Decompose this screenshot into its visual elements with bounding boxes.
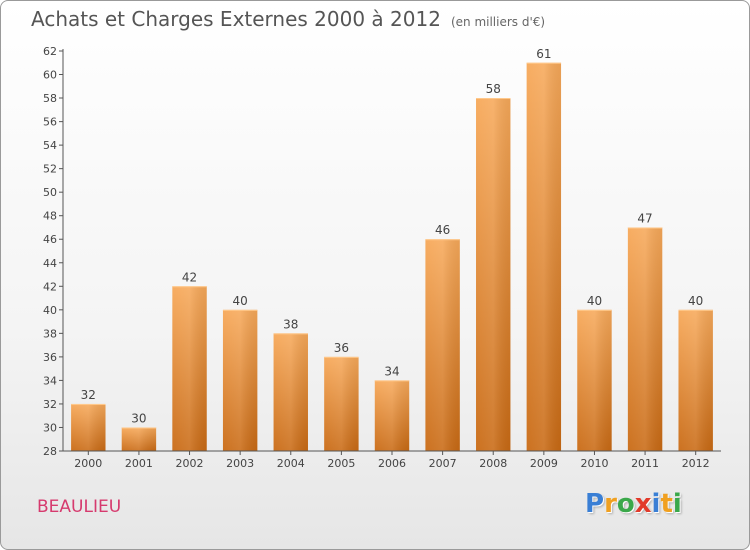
logo-letter: i — [651, 489, 661, 519]
bar-shine — [324, 356, 359, 451]
chart-subtitle: (en milliers d'€) — [450, 15, 546, 29]
bar-value-label: 42 — [182, 270, 197, 284]
x-tick-label: 2010 — [580, 457, 608, 470]
y-tick-label: 38 — [43, 327, 57, 340]
bars: 32 30 42 40 38 36 34 46 58 61 40 47 40 — [71, 47, 713, 451]
y-tick-label: 52 — [43, 163, 57, 176]
bar-value-label: 38 — [283, 317, 298, 331]
y-tick-label: 50 — [43, 186, 57, 199]
x-tick-label: 2003 — [226, 457, 254, 470]
y-tick-label: 34 — [43, 374, 57, 387]
y-axis: 28 30 32 34 36 38 40 42 44 46 48 50 52 54 56 58 60 62 — [43, 45, 64, 458]
y-tick-label: 54 — [43, 139, 57, 152]
bar-shine — [627, 227, 663, 451]
x-axis: 2000 2001 2002 2003 2004 2005 2006 2007 2008 2009… — [63, 450, 721, 470]
bar-value-label: 32 — [81, 388, 96, 402]
x-tick-label: 2006 — [378, 457, 406, 470]
y-tick-label: 56 — [43, 116, 57, 129]
y-tick-label: 36 — [43, 351, 57, 364]
bar-shine — [577, 309, 612, 451]
chart-title-text: Achats et Charges Externes 2000 à 2012 — [31, 7, 441, 31]
y-tick-label: 44 — [43, 257, 57, 270]
logo-letter: r — [604, 489, 617, 519]
bar-value-label: 40 — [688, 294, 703, 308]
x-tick-label: 2011 — [631, 457, 659, 470]
y-tick-label: 46 — [43, 233, 57, 246]
y-tick-label: 32 — [43, 398, 57, 411]
bar-shine — [121, 427, 157, 451]
bar-value-label: 47 — [637, 211, 652, 225]
x-tick-label: 2005 — [327, 457, 355, 470]
proxiti-logo: Proxiti — [585, 489, 682, 519]
logo-letter: t — [660, 489, 673, 519]
bar-shine — [273, 333, 308, 451]
town-name: BEAULIEU — [37, 497, 122, 517]
logo-letter: o — [616, 489, 635, 519]
bar-value-label: 46 — [435, 223, 450, 237]
x-tick-label: 2008 — [479, 457, 507, 470]
bar-shine — [526, 62, 562, 451]
bar-shine — [425, 239, 460, 451]
y-tick-label: 48 — [43, 210, 57, 223]
bar-shine — [71, 403, 106, 451]
bar-shine — [374, 380, 410, 451]
x-tick-label: 2004 — [277, 457, 305, 470]
y-tick-label: 40 — [43, 304, 57, 317]
logo-letter: i — [672, 489, 682, 519]
bar-shine — [222, 309, 258, 451]
bar-value-label: 34 — [384, 364, 399, 378]
x-tick-label: 2001 — [125, 457, 153, 470]
bar-value-label: 30 — [131, 411, 146, 425]
y-tick-label: 62 — [43, 45, 57, 58]
bar-value-label: 40 — [587, 294, 602, 308]
bar-value-label: 58 — [486, 82, 501, 96]
y-tick-label: 30 — [43, 421, 57, 434]
y-tick-label: 60 — [43, 69, 57, 82]
y-tick-label: 28 — [43, 445, 57, 458]
y-tick-label: 58 — [43, 92, 57, 105]
bar-shine — [172, 286, 207, 451]
x-tick-label: 2007 — [429, 457, 457, 470]
x-tick-label: 2012 — [682, 457, 710, 470]
bar-shine — [678, 309, 713, 451]
x-tick-label: 2000 — [74, 457, 102, 470]
chart-title: Achats et Charges Externes 2000 à 2012 (e… — [31, 7, 545, 31]
logo-letter: x — [634, 489, 652, 519]
logo-letter: P — [585, 489, 605, 519]
y-tick-label: 42 — [43, 280, 57, 293]
x-tick-label: 2009 — [530, 457, 558, 470]
x-tick-label: 2002 — [176, 457, 204, 470]
bar-value-label: 36 — [334, 341, 349, 355]
bar-value-label: 61 — [536, 47, 551, 61]
bar-shine — [476, 98, 511, 451]
bar-value-label: 40 — [233, 294, 248, 308]
